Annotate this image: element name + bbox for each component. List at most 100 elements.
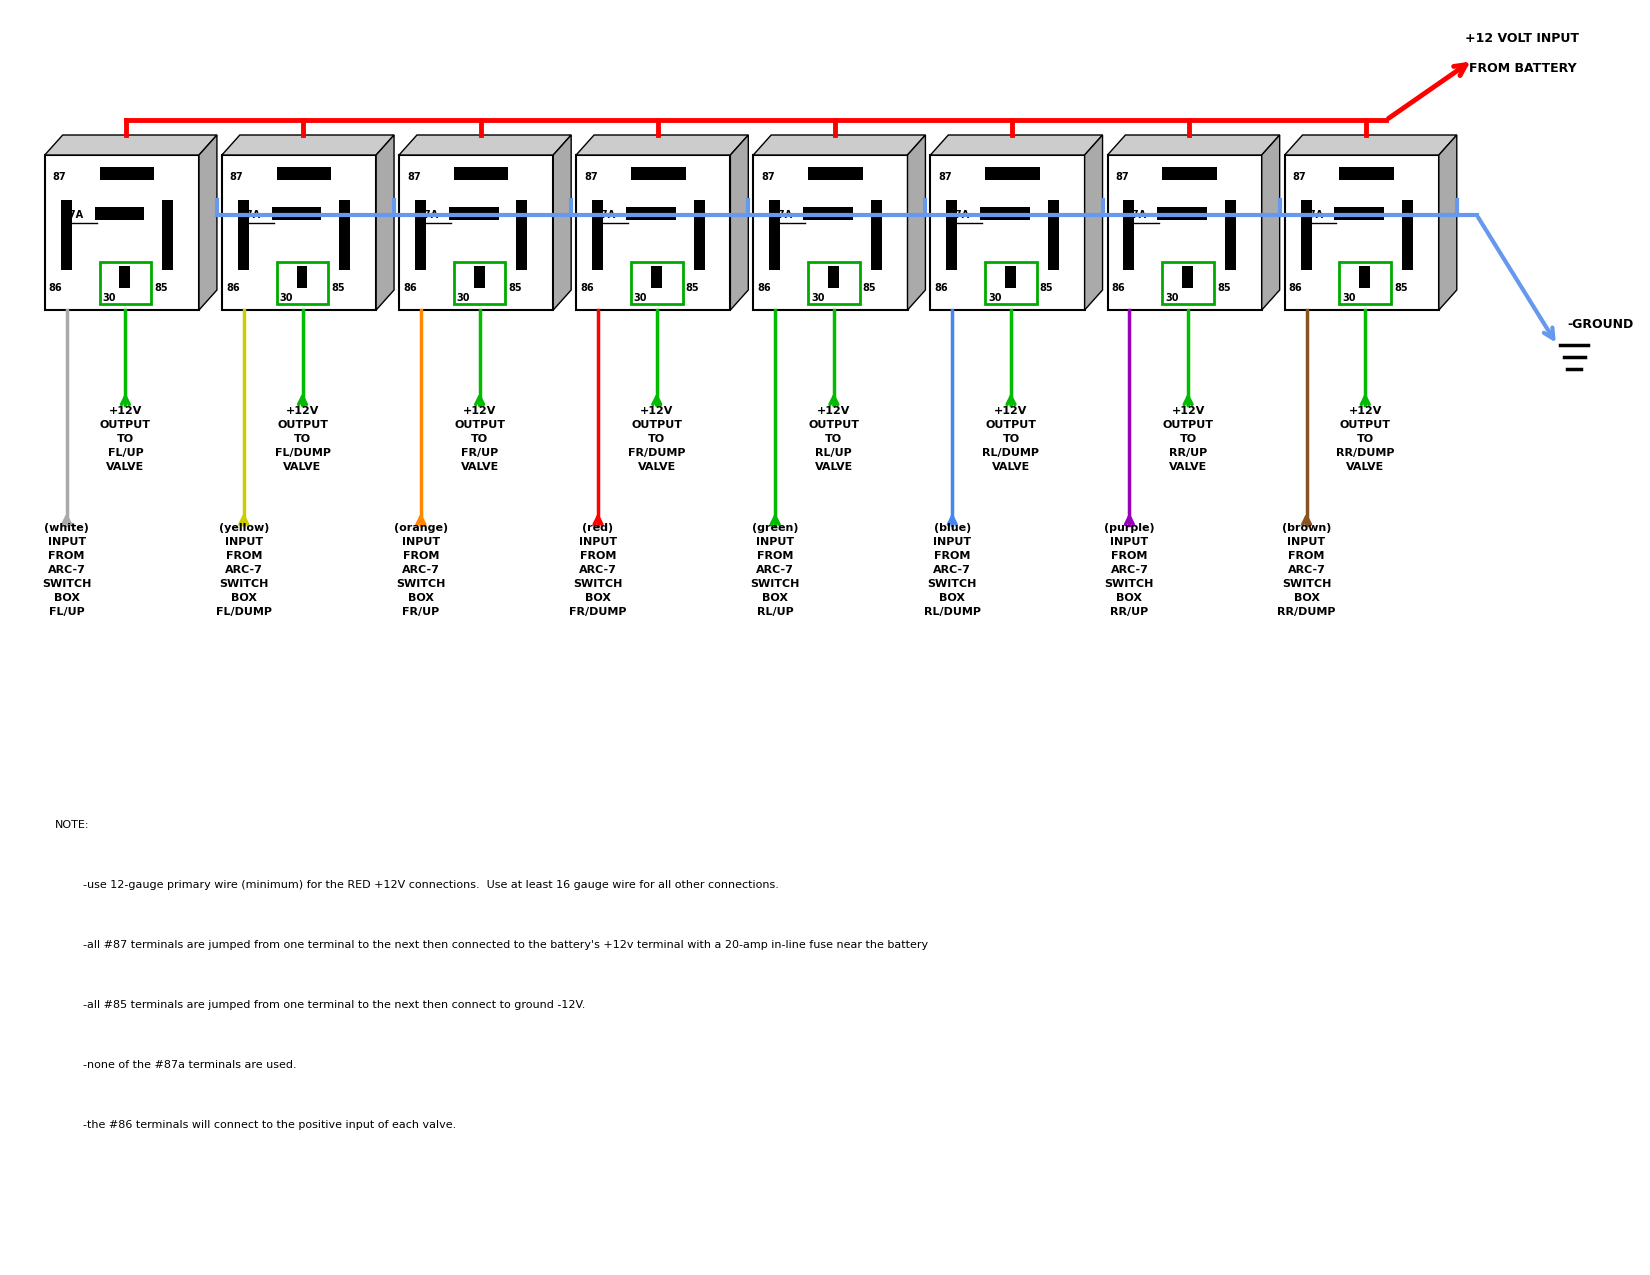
Bar — [474, 266, 485, 288]
Bar — [693, 200, 705, 270]
Polygon shape — [754, 135, 926, 156]
Text: 30: 30 — [988, 293, 1002, 303]
Bar — [1162, 261, 1214, 303]
Text: 87: 87 — [53, 172, 66, 182]
Bar — [1162, 167, 1218, 180]
Bar — [985, 261, 1036, 303]
Bar — [272, 207, 322, 221]
Polygon shape — [576, 135, 749, 156]
Polygon shape — [221, 135, 394, 156]
Text: +12V
OUTPUT
TO
RR/DUMP
VALVE: +12V OUTPUT TO RR/DUMP VALVE — [1336, 405, 1394, 472]
Text: +12 VOLT INPUT: +12 VOLT INPUT — [1465, 32, 1579, 45]
Text: 30: 30 — [102, 293, 116, 303]
Bar — [1157, 207, 1208, 221]
Polygon shape — [1285, 135, 1457, 156]
Text: 85: 85 — [1394, 283, 1407, 293]
Polygon shape — [1084, 135, 1102, 310]
Text: 86: 86 — [1289, 283, 1302, 293]
Bar — [985, 167, 1040, 180]
Polygon shape — [45, 135, 216, 156]
Text: 86: 86 — [226, 283, 239, 293]
Bar — [99, 167, 153, 180]
Bar — [630, 261, 683, 303]
Polygon shape — [200, 135, 216, 310]
Bar — [340, 200, 350, 270]
Text: 30: 30 — [1343, 293, 1356, 303]
Text: 86: 86 — [757, 283, 771, 293]
Text: 85: 85 — [508, 283, 521, 293]
Bar — [399, 156, 553, 310]
Bar — [804, 207, 853, 221]
Text: 87: 87 — [761, 172, 776, 182]
Text: 30: 30 — [279, 293, 294, 303]
Text: 86: 86 — [50, 283, 63, 293]
Text: 86: 86 — [1112, 283, 1125, 293]
Bar — [297, 266, 307, 288]
Text: 85: 85 — [863, 283, 876, 293]
Bar — [45, 156, 200, 310]
Text: -all #85 terminals are jumped from one terminal to the next then connect to grou: -all #85 terminals are jumped from one t… — [54, 1000, 586, 1010]
Text: -GROUND: -GROUND — [1568, 319, 1634, 332]
Bar — [1107, 156, 1262, 310]
Bar — [1224, 200, 1236, 270]
Bar — [1300, 200, 1312, 270]
Bar — [1048, 200, 1059, 270]
Text: 87A: 87A — [239, 210, 261, 221]
Bar — [238, 200, 249, 270]
Text: FROM BATTERY: FROM BATTERY — [1468, 61, 1576, 74]
Bar — [630, 167, 686, 180]
Text: 85: 85 — [153, 283, 168, 293]
Bar — [625, 207, 675, 221]
Bar — [99, 261, 152, 303]
Text: (brown)
INPUT
FROM
ARC-7
SWITCH
BOX
RR/DUMP: (brown) INPUT FROM ARC-7 SWITCH BOX RR/D… — [1277, 523, 1337, 617]
Text: 85: 85 — [1218, 283, 1231, 293]
Text: -none of the #87a terminals are used.: -none of the #87a terminals are used. — [54, 1060, 297, 1070]
Bar — [1402, 200, 1412, 270]
Text: -use 12-gauge primary wire (minimum) for the RED +12V connections.  Use at least: -use 12-gauge primary wire (minimum) for… — [54, 880, 779, 890]
Text: 87A: 87A — [1125, 210, 1147, 221]
Polygon shape — [376, 135, 394, 310]
Text: (white)
INPUT
FROM
ARC-7
SWITCH
BOX
FL/UP: (white) INPUT FROM ARC-7 SWITCH BOX FL/U… — [41, 523, 91, 617]
Bar — [754, 156, 908, 310]
Text: 87A: 87A — [417, 210, 437, 221]
Text: 87A: 87A — [63, 210, 84, 221]
Polygon shape — [1262, 135, 1280, 310]
Text: +12V
OUTPUT
TO
RL/UP
VALVE: +12V OUTPUT TO RL/UP VALVE — [808, 405, 860, 472]
Text: -all #87 terminals are jumped from one terminal to the next then connected to th: -all #87 terminals are jumped from one t… — [54, 940, 927, 950]
Text: +12V
OUTPUT
TO
FR/UP
VALVE: +12V OUTPUT TO FR/UP VALVE — [454, 405, 505, 472]
Bar — [769, 200, 780, 270]
Bar — [1181, 266, 1193, 288]
Bar — [1285, 156, 1439, 310]
Text: +12V
OUTPUT
TO
RL/DUMP
VALVE: +12V OUTPUT TO RL/DUMP VALVE — [982, 405, 1040, 472]
Text: 85: 85 — [332, 283, 345, 293]
Text: 87: 87 — [1115, 172, 1129, 182]
Bar — [277, 167, 332, 180]
Bar — [454, 261, 505, 303]
Text: -the #86 terminals will connect to the positive input of each valve.: -the #86 terminals will connect to the p… — [54, 1119, 455, 1130]
Text: 85: 85 — [686, 283, 700, 293]
Text: 87: 87 — [1292, 172, 1307, 182]
Polygon shape — [931, 135, 1102, 156]
Text: 86: 86 — [934, 283, 949, 293]
Text: (orange)
INPUT
FROM
ARC-7
SWITCH
BOX
FR/UP: (orange) INPUT FROM ARC-7 SWITCH BOX FR/… — [394, 523, 449, 617]
Text: 87A: 87A — [771, 210, 792, 221]
Text: +12V
OUTPUT
TO
RR/UP
VALVE: +12V OUTPUT TO RR/UP VALVE — [1163, 405, 1214, 472]
Polygon shape — [399, 135, 571, 156]
Text: 87A: 87A — [1302, 210, 1323, 221]
Text: 87: 87 — [584, 172, 597, 182]
Text: NOTE:: NOTE: — [54, 820, 89, 830]
Bar — [931, 156, 1084, 310]
Text: 30: 30 — [457, 293, 470, 303]
Polygon shape — [553, 135, 571, 310]
Text: 87: 87 — [408, 172, 421, 182]
Bar — [454, 167, 508, 180]
Bar — [1340, 261, 1391, 303]
Text: 86: 86 — [403, 283, 417, 293]
Bar — [650, 266, 662, 288]
Polygon shape — [1439, 135, 1457, 310]
Bar — [947, 200, 957, 270]
Bar — [414, 200, 426, 270]
Bar — [221, 156, 376, 310]
Polygon shape — [908, 135, 926, 310]
Text: +12V
OUTPUT
TO
FR/DUMP
VALVE: +12V OUTPUT TO FR/DUMP VALVE — [629, 405, 685, 472]
